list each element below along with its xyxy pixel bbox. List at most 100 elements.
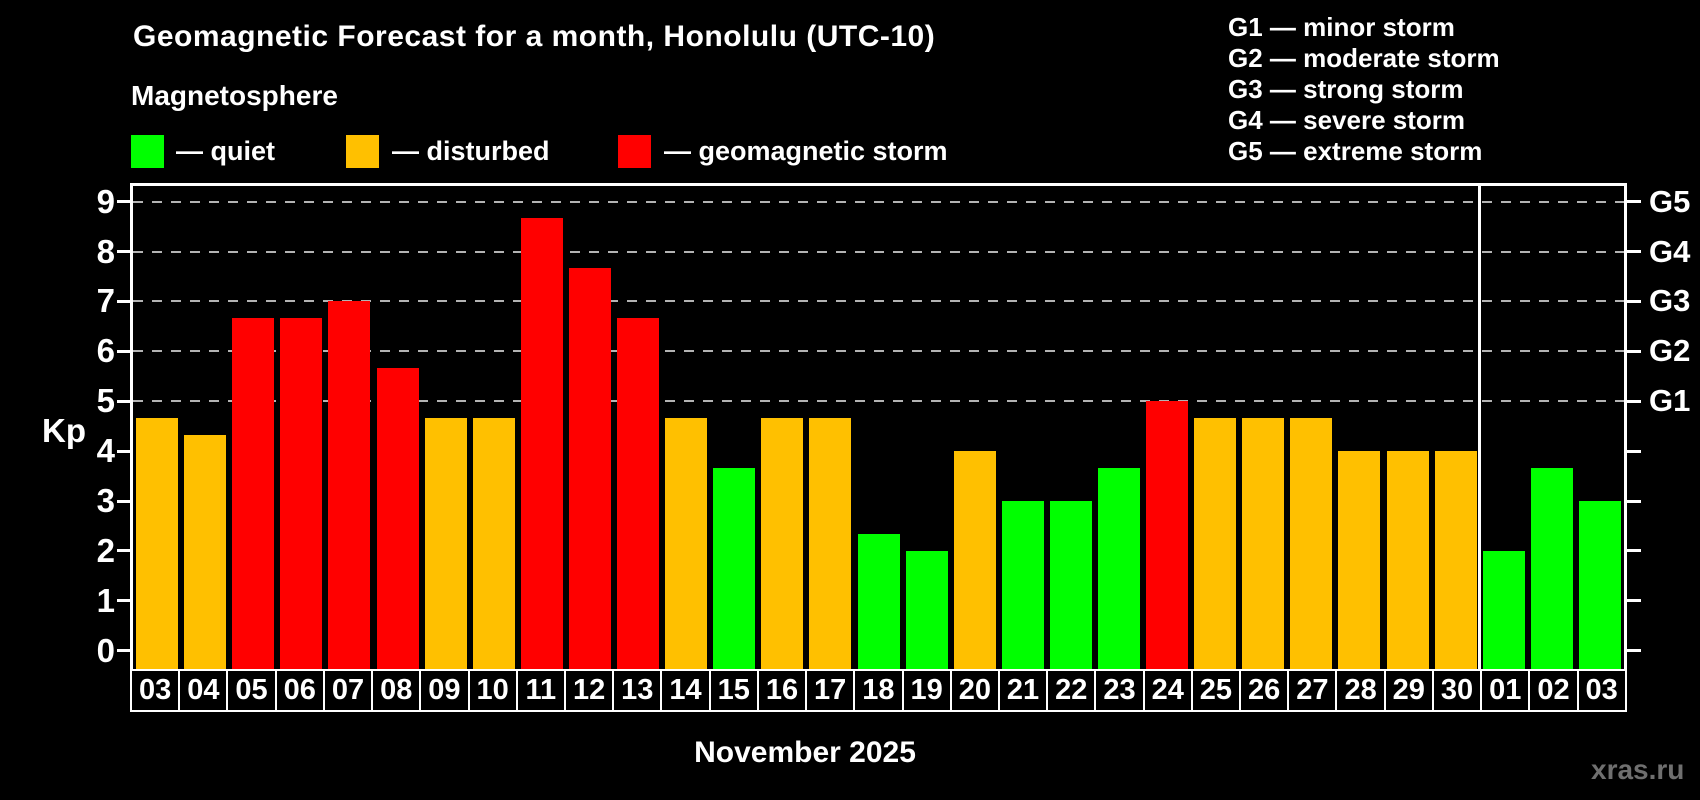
right-axis-tick	[1627, 549, 1641, 553]
y-axis-tick	[117, 399, 130, 403]
storm-scale-legend-line-1: G1 — minor storm	[1228, 12, 1455, 42]
day-label-16: 16	[756, 669, 808, 712]
y-axis-tick	[117, 499, 130, 503]
y-axis-tick	[117, 299, 130, 303]
bar-day-21	[1001, 501, 1044, 669]
right-axis-label-G2: G2	[1649, 333, 1691, 369]
storm-scale-legend: G1 — minor storm G2 — moderate storm G3 — …	[1228, 12, 1500, 167]
storm-scale-legend-line-5: G5 — extreme storm	[1228, 136, 1483, 166]
y-axis-label: 9	[96, 182, 115, 220]
y-axis-label: 8	[96, 232, 115, 270]
right-axis-label-G4: G4	[1649, 233, 1691, 269]
day-label-23: 23	[1094, 669, 1145, 712]
gridline-kp-5	[133, 400, 1624, 403]
right-axis-label-G5: G5	[1649, 183, 1691, 219]
watermark: xras.ru	[1591, 754, 1685, 785]
bar-day-25	[1194, 417, 1237, 669]
legend-label-geomagnetic-storm: — geomagnetic storm	[664, 136, 948, 166]
bar-day-30	[1434, 451, 1477, 669]
right-axis-tick	[1627, 250, 1641, 253]
day-label-25: 25	[1190, 669, 1242, 712]
day-label-09: 09	[419, 669, 470, 712]
y-axis-label: 1	[96, 581, 115, 619]
y-axis-tick	[117, 200, 130, 204]
right-axis-tick	[1627, 200, 1641, 204]
y-axis-label: 2	[96, 531, 115, 569]
bar-day-05	[232, 317, 275, 669]
bar-day-14	[665, 417, 708, 669]
plot-area	[130, 183, 1627, 669]
y-axis-tick	[117, 349, 130, 353]
day-label-10: 10	[467, 669, 518, 712]
day-label-03: 03	[130, 669, 181, 712]
gridline-kp-9	[133, 200, 1624, 203]
kp-axis-title: Kp	[42, 412, 86, 449]
day-label-22: 22	[1046, 669, 1097, 712]
day-label-03: 03	[1576, 669, 1627, 712]
bar-day-26	[1242, 417, 1285, 669]
bar-day-08	[376, 367, 419, 669]
y-axis-tick	[117, 449, 130, 453]
day-label-24: 24	[1142, 669, 1193, 712]
storm-scale-legend-line-3: G3 — strong storm	[1228, 74, 1464, 104]
storm-scale-legend-line-2: G2 — moderate storm	[1228, 43, 1500, 73]
bar-day-29	[1386, 451, 1429, 669]
y-axis-label: 4	[96, 432, 115, 470]
gridline-kp-7	[133, 300, 1624, 303]
bar-day-03	[136, 417, 179, 669]
chart-title: Geomagnetic Forecast for a month, Honolu…	[133, 20, 936, 53]
bar-day-17	[809, 417, 852, 669]
day-label-06: 06	[274, 669, 325, 712]
gridline-kp-8	[133, 250, 1624, 253]
right-axis-label-G3: G3	[1649, 283, 1691, 319]
right-axis-label-G1: G1	[1649, 383, 1691, 419]
y-axis-label: 7	[96, 282, 115, 320]
day-label-15: 15	[708, 669, 759, 712]
bar-day-28	[1338, 451, 1381, 669]
month-label: November 2025	[694, 736, 916, 769]
bar-day-18	[857, 534, 900, 669]
right-axis-tick	[1627, 399, 1641, 403]
day-label-01: 01	[1480, 669, 1531, 712]
legend-swatch-geomagnetic-storm	[618, 135, 651, 168]
right-axis-tick	[1627, 499, 1641, 503]
bar-day-19	[905, 550, 948, 669]
legend-swatch-disturbed	[346, 135, 379, 168]
bar-day-06	[280, 317, 323, 669]
right-axis-tick	[1627, 449, 1641, 453]
legend-label-quiet: — quiet	[176, 136, 275, 166]
day-label-13: 13	[612, 669, 663, 712]
bar-day-22	[1049, 501, 1092, 669]
day-label-14: 14	[660, 669, 711, 712]
y-axis-tick	[117, 549, 130, 553]
legend-swatch-quiet	[131, 135, 164, 168]
day-label-17: 17	[805, 669, 856, 712]
gridline-kp-6	[133, 350, 1624, 353]
y-axis-label: 3	[96, 482, 115, 519]
bar-day-03	[1578, 501, 1621, 669]
y-axis-label: 6	[96, 332, 115, 370]
x-axis-day-labels: 03 04 05 06 07 08 09 10 11 12 13 14 15 16 17 18 19 20 21 22…	[130, 669, 1627, 712]
bar-day-07	[328, 301, 371, 669]
day-label-27: 27	[1287, 669, 1338, 712]
day-label-30: 30	[1431, 669, 1483, 712]
legend-label-disturbed: — disturbed	[392, 136, 550, 166]
bar-day-27	[1290, 417, 1333, 669]
day-label-26: 26	[1239, 669, 1290, 712]
y-axis-tick	[117, 250, 130, 253]
day-label-21: 21	[997, 669, 1049, 712]
day-label-20: 20	[949, 669, 1000, 712]
bar-day-20	[953, 451, 996, 669]
bar-day-23	[1097, 467, 1140, 669]
y-axis-label: 5	[96, 382, 115, 420]
bar-day-01	[1482, 550, 1525, 669]
right-axis-tick	[1627, 349, 1641, 353]
bar-day-15	[713, 467, 756, 669]
day-label-12: 12	[563, 669, 615, 712]
day-label-08: 08	[371, 669, 422, 712]
bar-day-11	[520, 218, 563, 669]
y-axis-label: 0	[96, 631, 115, 669]
right-axis-tick	[1627, 649, 1641, 653]
bar-day-13	[617, 317, 660, 669]
bar-day-24	[1146, 401, 1189, 669]
